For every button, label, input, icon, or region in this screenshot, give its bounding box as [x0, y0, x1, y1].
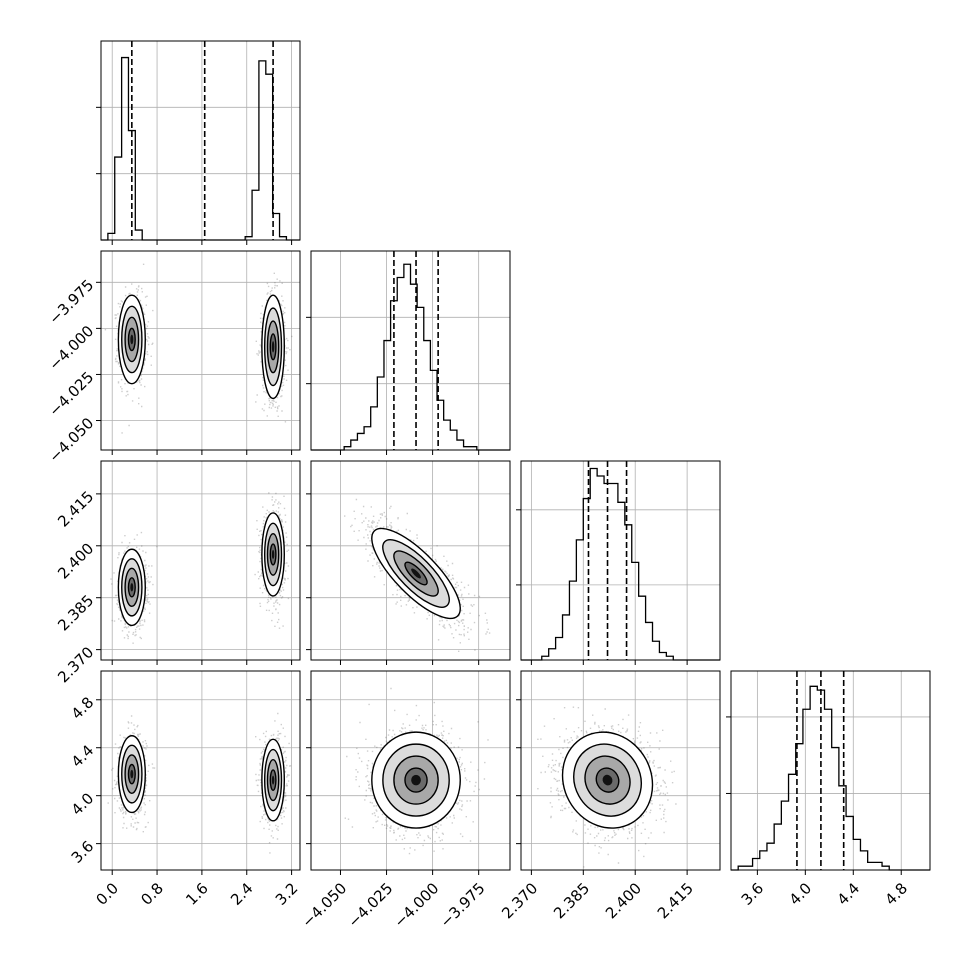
density-peak — [271, 341, 275, 353]
panel-frame — [100, 40, 301, 241]
x-tick-label: 4.0 — [786, 879, 816, 909]
scatter-panel-1-3 — [306, 670, 511, 875]
x-tick-label: 2.385 — [550, 879, 593, 922]
histogram-panel-3 — [726, 670, 931, 871]
x-tick-label: 0.8 — [137, 879, 167, 909]
panel-frame — [100, 670, 301, 871]
histogram-step-3 — [731, 685, 930, 871]
y-tick-label: −3.975 — [45, 276, 97, 328]
scatter-panel-0-1 — [96, 250, 301, 455]
histogram-panel-1 — [306, 250, 511, 451]
panel-frame — [310, 670, 511, 871]
density-peak — [271, 775, 275, 785]
histogram-panel-2 — [516, 460, 721, 661]
x-tick-label: 2.415 — [654, 879, 697, 922]
panel-content — [101, 251, 300, 450]
panel-frame — [310, 460, 511, 661]
density-peak — [271, 549, 275, 560]
y-tick-label: 2.385 — [54, 591, 97, 634]
x-tick-label: −4.000 — [391, 879, 443, 931]
x-tick-label: 2.4 — [227, 879, 257, 909]
x-tick-label: 4.8 — [882, 879, 912, 909]
panel-frame — [100, 460, 301, 661]
density-peak — [602, 774, 613, 786]
x-tick-label: −4.025 — [344, 879, 396, 931]
x-tick-label: −3.975 — [437, 879, 489, 931]
panel-frame — [520, 460, 721, 661]
histogram-panel-0 — [96, 40, 301, 241]
y-tick-label: 2.400 — [54, 539, 97, 582]
panel-content — [311, 461, 510, 660]
panel-frame — [520, 670, 721, 871]
histogram-step-1 — [311, 263, 510, 451]
scatter-panel-2-3 — [516, 670, 721, 875]
x-tick-label: 3.2 — [272, 879, 302, 909]
x-tick-label: 0.0 — [93, 879, 123, 909]
density-peak — [411, 568, 421, 579]
panel-content — [101, 671, 300, 870]
y-tick-label: 4.4 — [68, 741, 98, 771]
scatter-points — [254, 492, 290, 629]
histogram-step-0 — [101, 56, 300, 241]
y-tick-label: 4.8 — [68, 693, 98, 723]
x-tick-label: 2.370 — [498, 879, 541, 922]
density-peak — [130, 334, 134, 345]
panel-content — [101, 461, 300, 660]
x-tick-label: 2.400 — [602, 879, 645, 922]
x-tick-label: 1.6 — [182, 879, 212, 909]
y-tick-label: −4.000 — [45, 322, 97, 374]
panel-content — [521, 671, 720, 870]
y-tick-label: −4.050 — [45, 414, 97, 466]
panel-frame — [730, 670, 931, 871]
y-tick-label: 3.6 — [68, 837, 98, 867]
x-tick-label: 3.6 — [738, 879, 768, 909]
panel-frame — [100, 250, 301, 451]
scatter-panel-0-2 — [96, 460, 301, 665]
y-tick-label: 2.370 — [54, 643, 97, 686]
scatter-panel-0-3 — [96, 670, 301, 875]
y-tick-label: 4.0 — [68, 789, 98, 819]
x-tick-label: −4.050 — [298, 879, 350, 931]
scatter-panel-1-2 — [306, 460, 511, 665]
panel-content — [311, 671, 510, 870]
density-peak — [411, 774, 421, 786]
y-tick-label: 2.415 — [54, 488, 97, 531]
density-peak — [130, 583, 134, 592]
histogram-step-2 — [521, 467, 720, 661]
density-peak — [130, 769, 134, 779]
x-tick-label: 4.4 — [834, 879, 864, 909]
y-tick-label: −4.025 — [45, 368, 97, 420]
panel-frame — [310, 250, 511, 451]
